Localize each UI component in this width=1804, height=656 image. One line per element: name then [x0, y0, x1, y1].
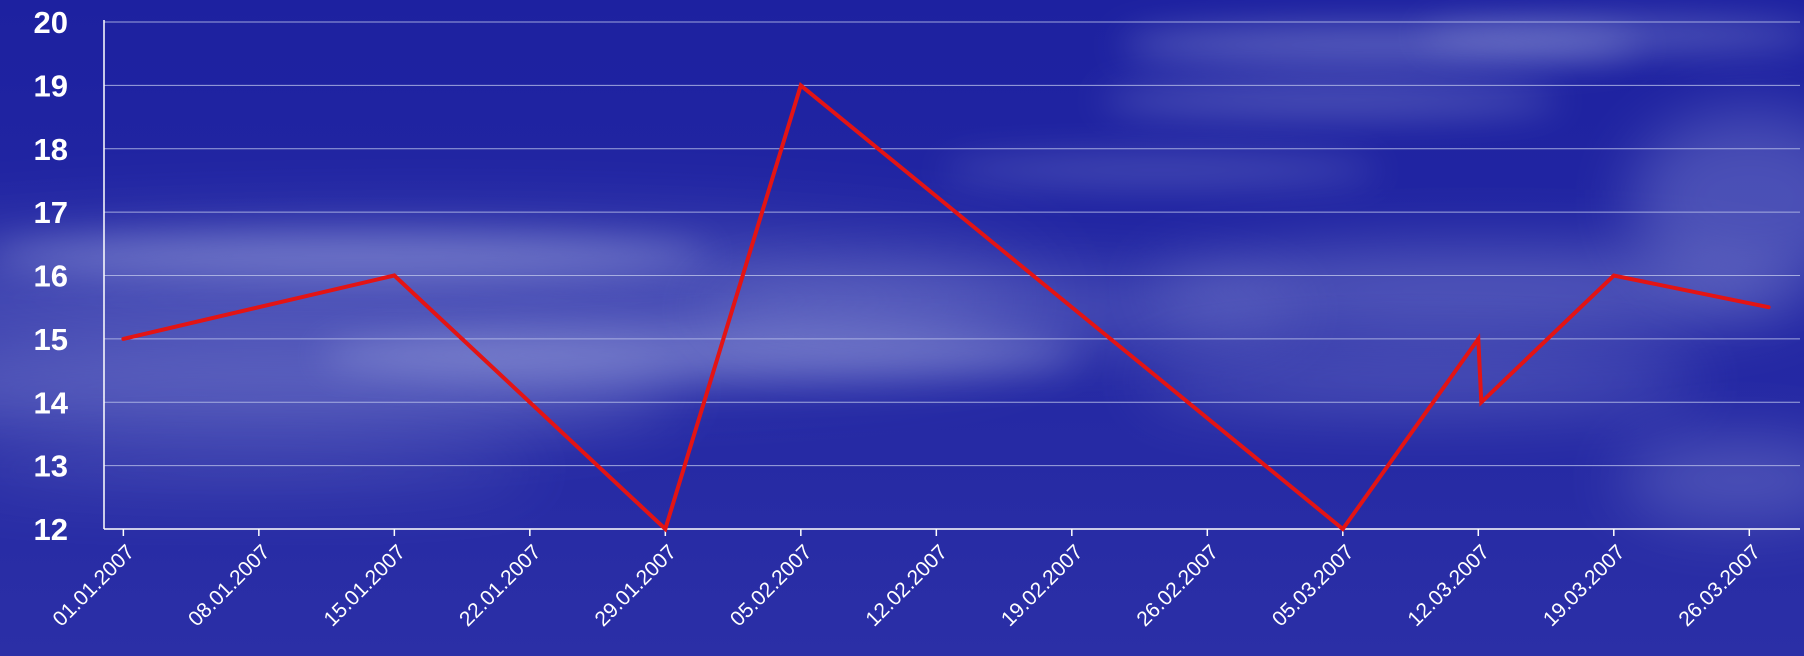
- series: [121, 81, 1771, 533]
- axes: [103, 20, 1800, 536]
- data-point: [1341, 527, 1345, 531]
- y-tick-label: 16: [34, 259, 68, 294]
- data-point: [663, 527, 667, 531]
- y-tick-label: 14: [34, 385, 69, 420]
- y-tick-label: 13: [34, 449, 68, 484]
- y-tick-label: 12: [34, 512, 68, 547]
- y-tick-labels: 12 13 14 15 16 17 18 19 20: [34, 5, 69, 547]
- cloud-texture: [0, 21, 1804, 520]
- data-point: [1476, 337, 1480, 341]
- y-tick-label: 20: [34, 5, 68, 40]
- data-point: [392, 274, 396, 277]
- y-tick-label: 15: [34, 322, 68, 357]
- data-point: [1767, 305, 1771, 309]
- data-point: [1479, 400, 1483, 404]
- y-tick-label: 18: [34, 132, 68, 167]
- y-tick-label: 17: [34, 195, 68, 230]
- data-point: [121, 337, 125, 341]
- data-point: [1612, 274, 1616, 277]
- data-point: [799, 83, 803, 87]
- y-tick-label: 19: [34, 68, 68, 103]
